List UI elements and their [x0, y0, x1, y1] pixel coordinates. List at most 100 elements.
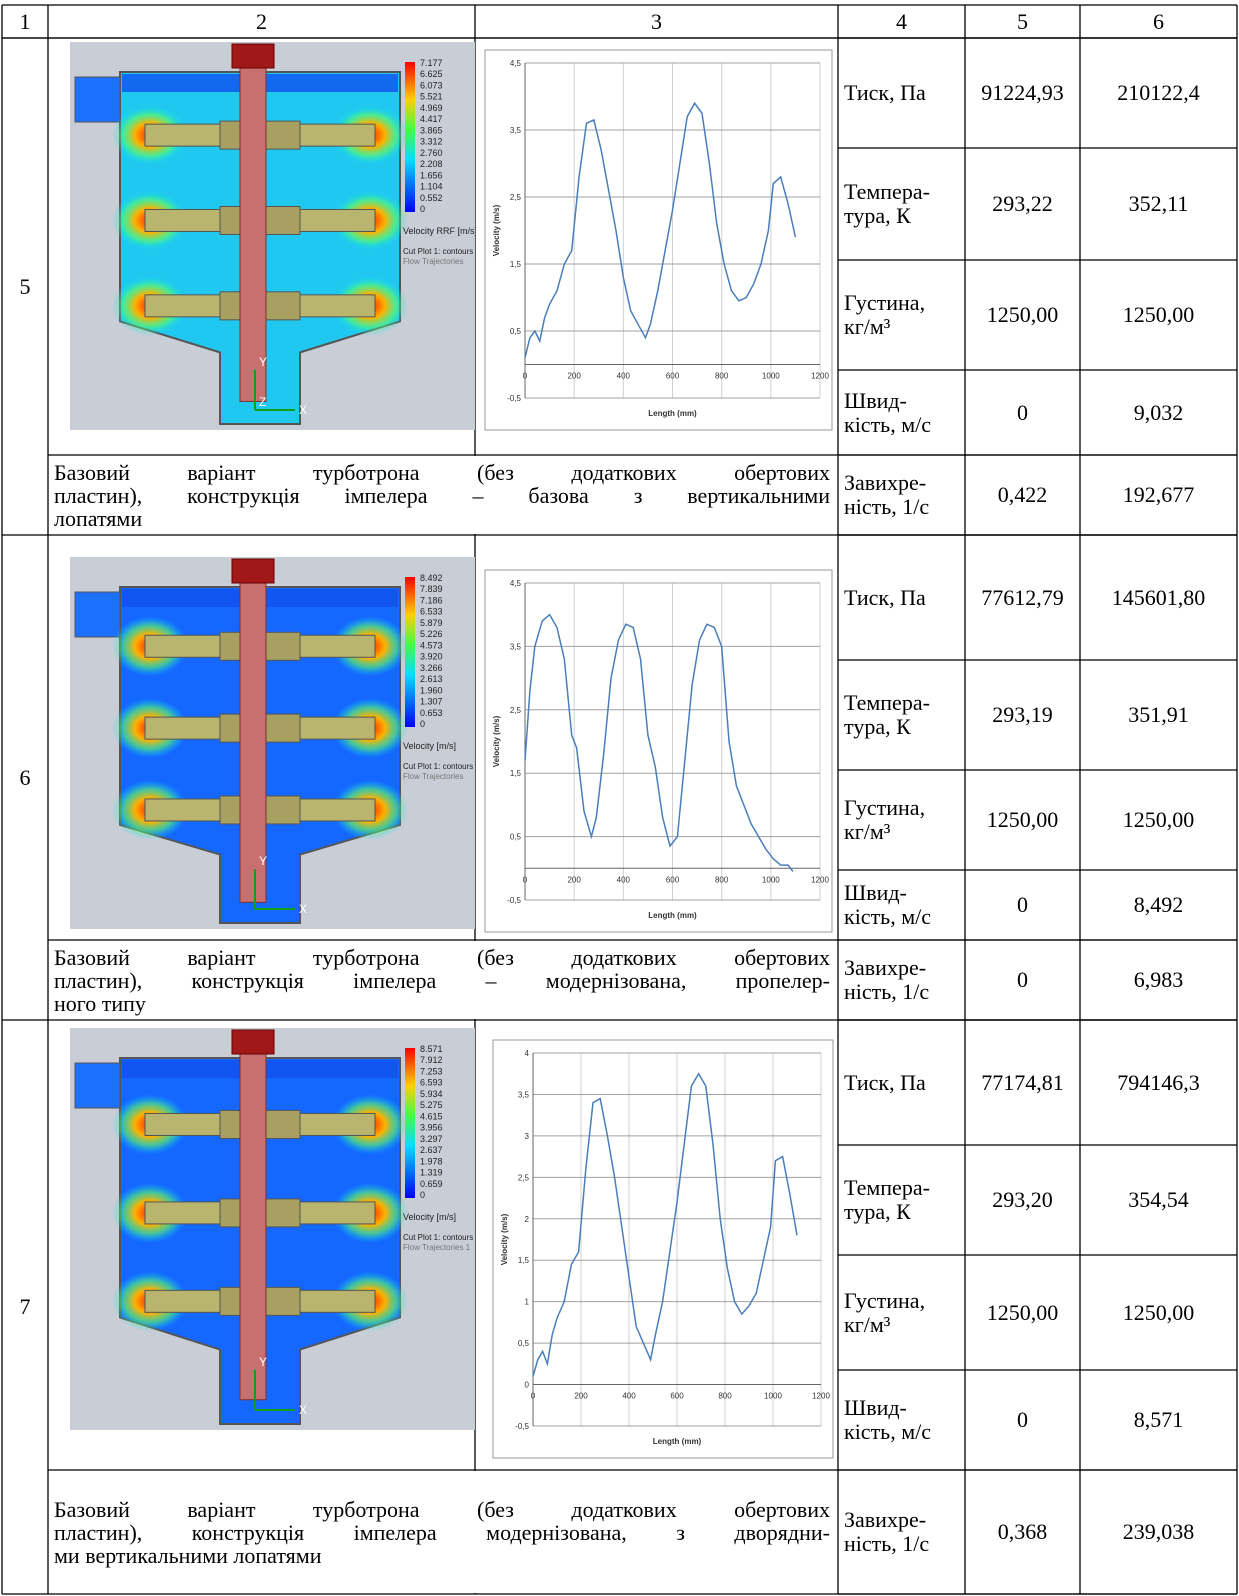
legend-title: Velocity [m/s] — [403, 1212, 456, 1222]
legend-value: 5.226 — [420, 629, 443, 639]
chart-frame — [485, 50, 832, 430]
y-tick-label: 2,5 — [518, 1173, 530, 1182]
legend-value: 2.637 — [420, 1145, 443, 1155]
plot-note: Cut Plot 1: contours — [403, 1233, 473, 1242]
y-tick-label: -0,5 — [507, 394, 521, 403]
simulation-image: 8.4927.8397.1866.5335.8795.2264.5733.920… — [70, 557, 475, 929]
plot-note: Flow Trajectories 1 — [403, 1243, 471, 1252]
axis-letter: Y — [259, 355, 267, 369]
x-tick-label: 1200 — [812, 1392, 830, 1401]
param-name: Густина, кг/м³ — [838, 260, 965, 370]
y-tick-label: 1,5 — [510, 260, 522, 269]
color-bar — [405, 1048, 415, 1198]
legend-value: 3.920 — [420, 652, 443, 662]
param-value: 192,677 — [1080, 455, 1237, 535]
description-line: пластин), конструкція імпелера модернізо… — [54, 1521, 830, 1544]
legend-value: 4.573 — [420, 640, 443, 650]
x-tick-label: 600 — [670, 1392, 684, 1401]
legend-value: 3.865 — [420, 125, 443, 135]
legend-value: 8.571 — [420, 1044, 443, 1054]
param-value: 354,54 — [1080, 1145, 1237, 1255]
header-cell: 2 — [48, 5, 475, 38]
simulation-image: 7.1776.6256.0735.5214.9694.4173.8653.312… — [70, 42, 477, 430]
x-tick-label: 200 — [567, 875, 581, 884]
param-value: 1250,00 — [965, 260, 1080, 370]
x-tick-label: 600 — [666, 372, 680, 381]
y-tick-label: 0 — [525, 1381, 530, 1390]
x-axis-label: Length (mm) — [648, 409, 697, 418]
line-chart: 0200400600800100012004,53,52,51,50,5-0,5… — [485, 570, 832, 932]
y-tick-label: 1,5 — [518, 1256, 530, 1265]
param-value: 0,368 — [965, 1470, 1080, 1594]
line-chart: 02004006008001000120043,532,521,510,50-0… — [493, 1040, 833, 1458]
legend-value: 5.934 — [420, 1089, 443, 1099]
x-tick-label: 200 — [567, 372, 581, 381]
param-name: Тиск, Па — [838, 535, 965, 660]
y-tick-label: 4 — [525, 1049, 530, 1058]
inlet — [75, 592, 120, 637]
x-axis-label: Length (mm) — [648, 911, 697, 920]
header-cell: 5 — [965, 5, 1080, 38]
param-value: 1250,00 — [1080, 770, 1237, 870]
param-name: Тиск, Па — [838, 1020, 965, 1145]
shaft-cap — [232, 559, 274, 583]
param-name: Завихре- ність, 1/с — [838, 455, 965, 535]
x-tick-label: 1000 — [762, 372, 780, 381]
legend-value: 5.879 — [420, 618, 443, 628]
legend-title: Velocity RRF [m/s] — [403, 226, 477, 236]
param-value: 293,19 — [965, 660, 1080, 770]
x-tick-label: 400 — [622, 1392, 636, 1401]
param-name: Швид- кість, м/с — [838, 870, 965, 940]
legend-value: 2.760 — [420, 148, 443, 158]
param-value: 1250,00 — [1080, 1255, 1237, 1370]
param-value: 1250,00 — [965, 1255, 1080, 1370]
legend-value: 7.253 — [420, 1066, 443, 1076]
plot-note: Cut Plot 1: contours — [403, 247, 473, 256]
param-value: 8,571 — [1080, 1370, 1237, 1470]
legend-title: Velocity [m/s] — [403, 741, 456, 751]
y-tick-label: -0,5 — [515, 1422, 529, 1431]
legend-value: 3.266 — [420, 663, 443, 673]
legend-value: 4.969 — [420, 103, 443, 113]
param-name: Завихре- ність, 1/с — [838, 940, 965, 1020]
inlet — [75, 77, 120, 122]
x-tick-label: 800 — [718, 1392, 732, 1401]
legend-value: 7.912 — [420, 1055, 443, 1065]
param-name: Темпера- тура, К — [838, 148, 965, 260]
document-page: 7.1776.6256.0735.5214.9694.4173.8653.312… — [0, 0, 1239, 1596]
y-axis-label: Velocity (m/s) — [492, 715, 501, 767]
x-tick-label: 400 — [617, 875, 631, 884]
y-tick-label: 0,5 — [518, 1339, 530, 1348]
simulation-image: 8.5717.9127.2536.5935.9345.2754.6153.956… — [70, 1028, 475, 1430]
shaft-cap — [232, 44, 274, 68]
x-tick-label: 200 — [574, 1392, 588, 1401]
x-tick-label: 1200 — [811, 372, 829, 381]
color-bar — [405, 62, 415, 212]
legend-value: 3.956 — [420, 1123, 443, 1133]
axis-letter: Z — [259, 395, 266, 409]
y-tick-label: 3,5 — [510, 642, 522, 651]
axis-letter: X — [299, 1403, 307, 1417]
legend-value: 0.659 — [420, 1179, 443, 1189]
header-cell: 6 — [1080, 5, 1237, 38]
legend-value: 1.656 — [420, 170, 443, 180]
header-cell: 3 — [475, 5, 838, 38]
legend-value: 0.552 — [420, 193, 443, 203]
row-number: 5 — [2, 38, 48, 535]
legend-value: 6.073 — [420, 80, 443, 90]
description-line: пластин), конструкція імпелера – модерні… — [54, 969, 830, 992]
param-value: 351,91 — [1080, 660, 1237, 770]
param-value: 91224,93 — [965, 38, 1080, 148]
description-line: ми вертикальними лопатями — [54, 1544, 830, 1567]
axis-letter: X — [299, 403, 307, 417]
plot-note: Flow Trajectories — [403, 772, 463, 781]
y-tick-label: 2 — [525, 1215, 530, 1224]
chart-frame — [493, 1040, 833, 1458]
row-number: 7 — [2, 1020, 48, 1594]
header-cell: 4 — [838, 5, 965, 38]
y-tick-label: 4,5 — [510, 579, 522, 588]
line-chart: 0200400600800100012004,53,52,51,50,5-0,5… — [485, 50, 832, 430]
description-line: Базовий варіант турботрона (без додатков… — [54, 1498, 830, 1521]
description-line: ного типу — [54, 992, 830, 1015]
param-value: 239,038 — [1080, 1470, 1237, 1594]
